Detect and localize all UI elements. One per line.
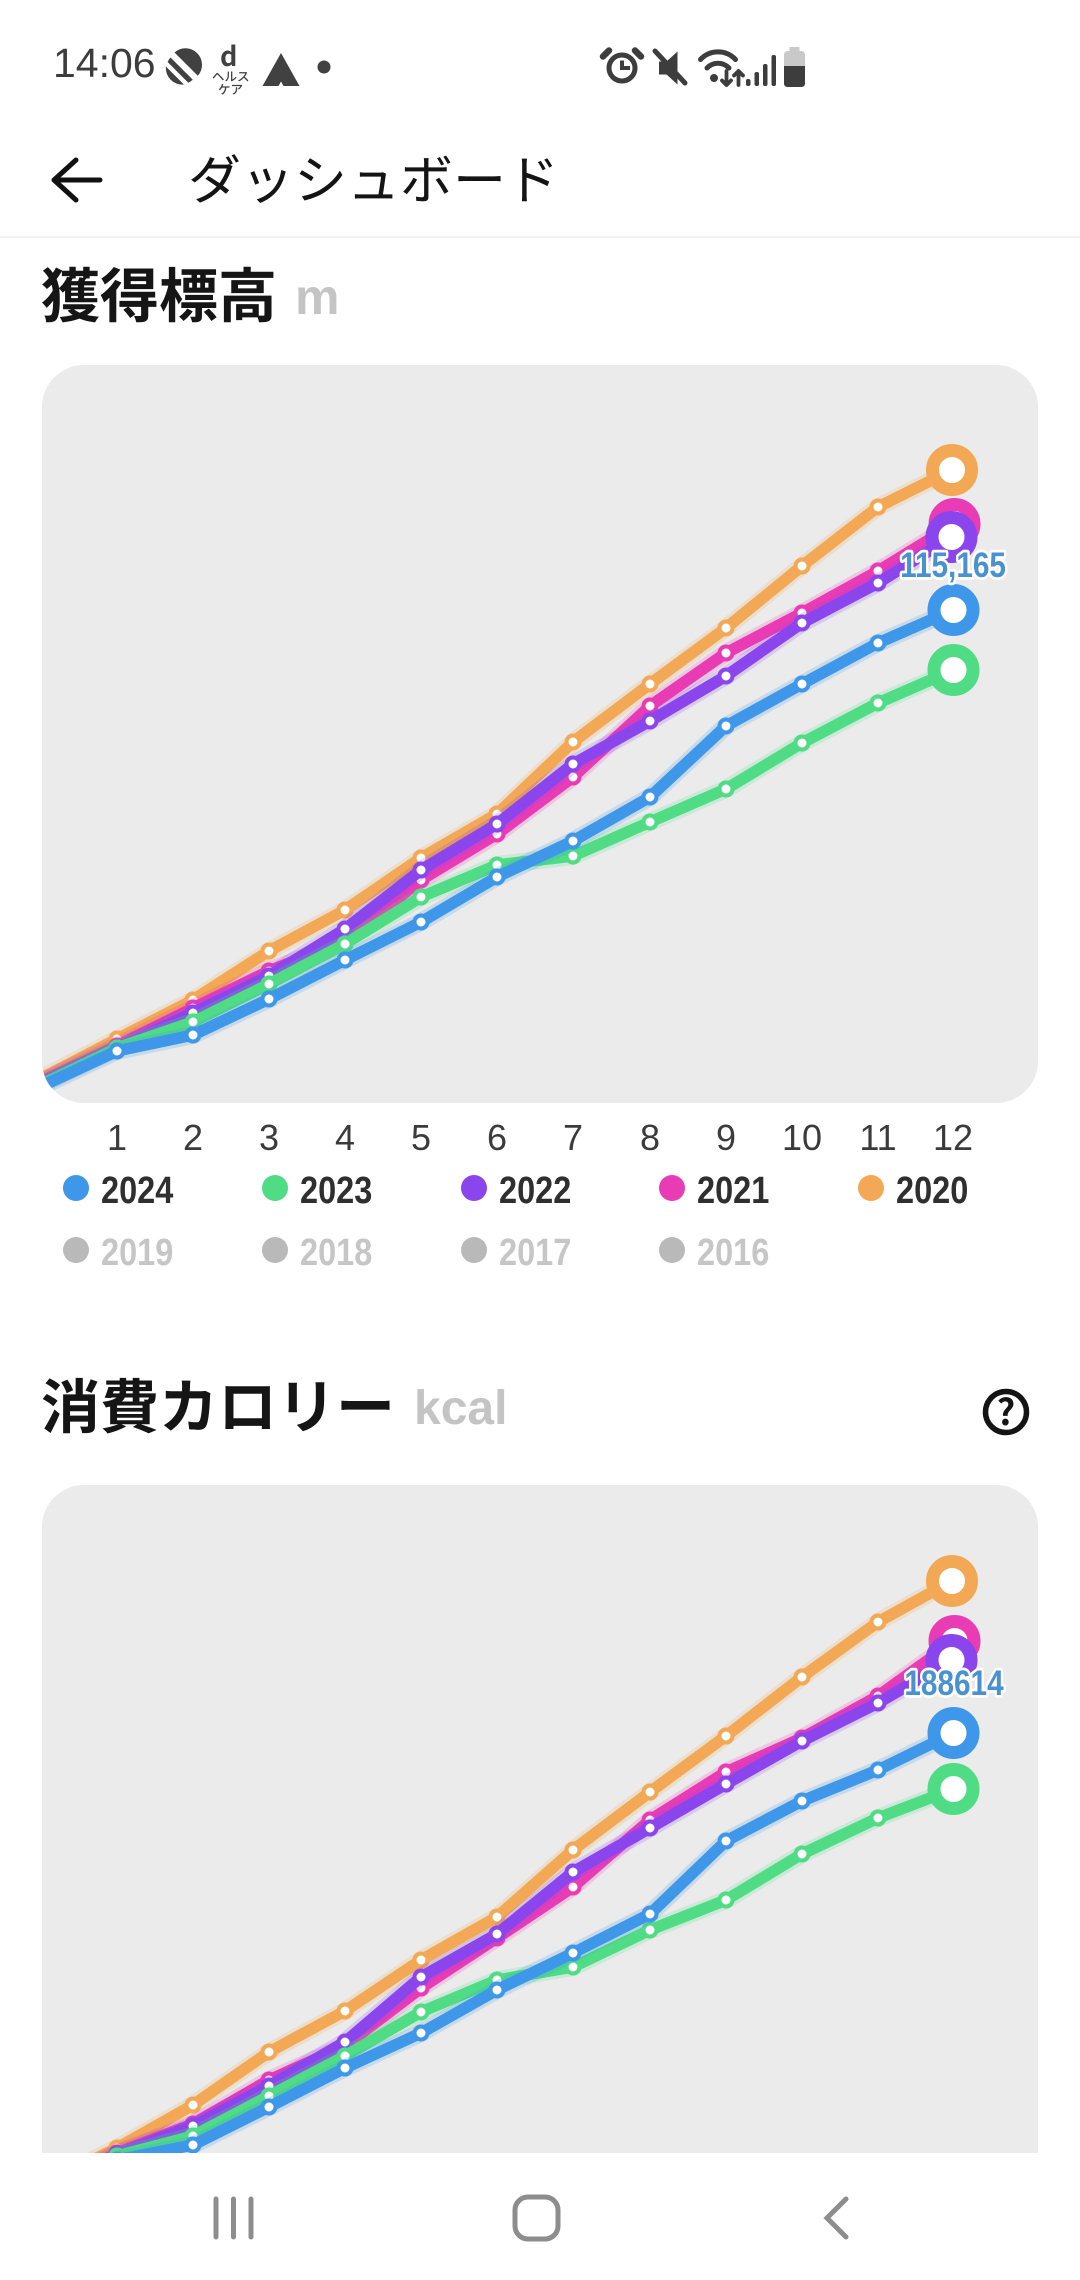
- svg-text:115,165: 115,165: [900, 546, 1006, 585]
- svg-text:188614: 188614: [904, 1664, 1003, 1703]
